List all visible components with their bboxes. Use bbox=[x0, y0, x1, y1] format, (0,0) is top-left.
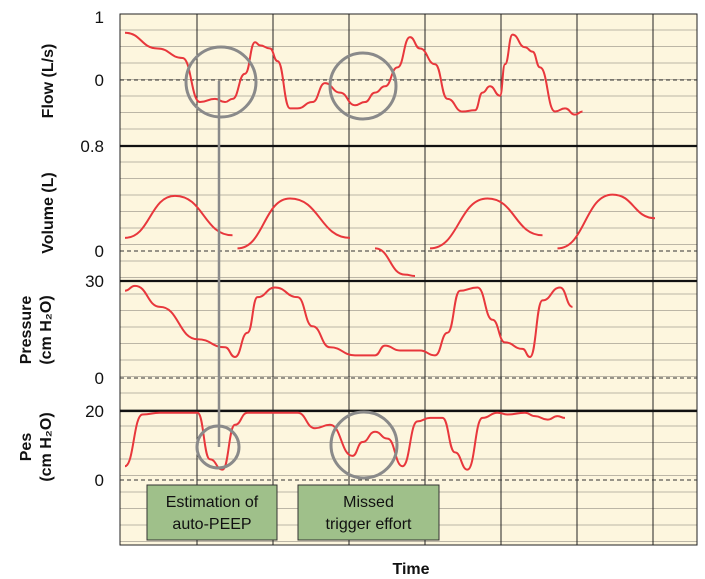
volume-trace bbox=[557, 193, 656, 250]
y-tick-label: 0 bbox=[95, 242, 104, 261]
y-tick-label: 0 bbox=[95, 71, 104, 90]
auto-peep-annotation-text: Estimation of bbox=[166, 494, 259, 511]
y-tick-label: 0 bbox=[95, 471, 104, 490]
x-axis-label: Time bbox=[392, 561, 429, 578]
auto-peep-flow-circle bbox=[184, 45, 258, 119]
y-tick-label: 20 bbox=[85, 402, 104, 421]
volume-trace bbox=[404, 273, 416, 277]
volume-trace bbox=[124, 194, 233, 239]
y-tick-label: 1 bbox=[95, 8, 104, 27]
auto-peep-pes-circle bbox=[195, 424, 241, 470]
missed-trigger-annotation-box bbox=[297, 484, 440, 541]
volume-trace bbox=[429, 197, 543, 250]
missed-trigger-annotation-text: trigger effort bbox=[326, 516, 413, 533]
y-axis-label: Pes bbox=[18, 433, 35, 462]
volume-trace bbox=[237, 197, 351, 250]
missed-trigger-annotation-text: Missed bbox=[343, 494, 394, 511]
y-tick-label: 0 bbox=[95, 369, 104, 388]
y-axis-label: Volume (L) bbox=[40, 172, 57, 253]
volume-trace bbox=[374, 247, 406, 276]
missed-trigger-flow-circle bbox=[328, 51, 398, 121]
pes-trace bbox=[124, 411, 566, 471]
y-axis-label: Flow (L/s) bbox=[40, 44, 57, 119]
missed-trigger-pes-circle bbox=[329, 410, 399, 480]
y-tick-label: 30 bbox=[85, 272, 104, 291]
y-axis-label: (cm H₂O) bbox=[38, 412, 55, 481]
auto-peep-annotation-box bbox=[146, 484, 278, 541]
y-axis-label: (cm H₂O) bbox=[38, 295, 55, 364]
pressure-trace bbox=[124, 284, 573, 358]
flow-trace bbox=[124, 31, 583, 116]
y-axis-label: Pressure bbox=[18, 296, 35, 365]
auto-peep-annotation-text: auto-PEEP bbox=[172, 516, 251, 533]
y-tick-label: 0.8 bbox=[80, 137, 104, 156]
